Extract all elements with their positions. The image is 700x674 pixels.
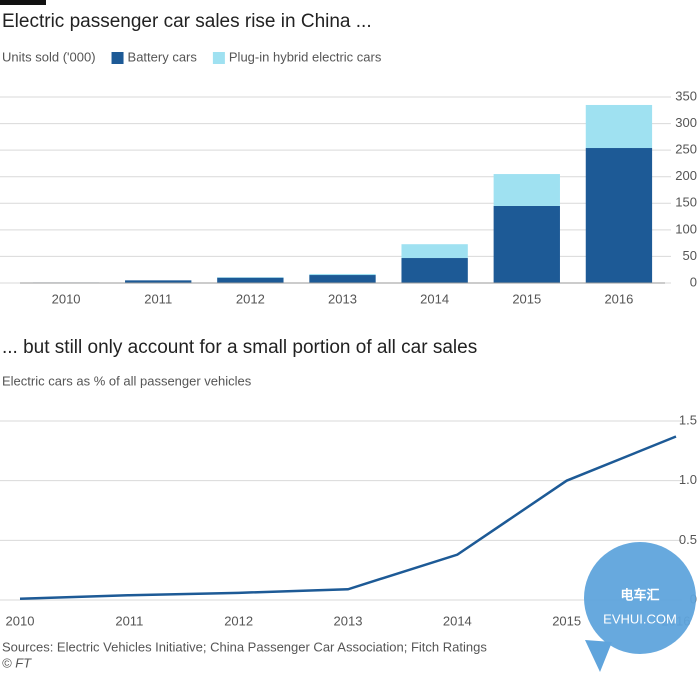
legend-swatch	[111, 52, 124, 64]
bar-segment	[217, 277, 284, 283]
x-tick-label: 2012	[224, 613, 253, 628]
axis-unit: Electric cars as % of all passenger vehi…	[2, 373, 252, 388]
y-tick-label: 250	[675, 142, 697, 157]
x-tick-label: 2011	[115, 613, 143, 628]
x-tick-label: 2015	[512, 291, 541, 306]
bar-segment	[309, 275, 376, 283]
bar-segment	[217, 277, 284, 278]
x-tick-label: 2014	[420, 291, 449, 306]
legend-label: Plug-in hybrid electric cars	[229, 49, 382, 64]
bar-segment	[309, 273, 376, 276]
x-tick-label: 2011	[144, 291, 172, 306]
x-tick-label: 2013	[334, 613, 363, 628]
y-tick-label: 1.5	[679, 412, 697, 427]
watermark-name: 电车汇	[620, 587, 659, 602]
x-tick-label: 2010	[52, 291, 81, 306]
x-tick-label: 2010	[6, 613, 35, 628]
y-tick-label: 200	[675, 168, 697, 183]
x-tick-label: 2014	[443, 613, 472, 628]
bar-segment	[401, 244, 468, 259]
bar-segment	[401, 258, 468, 283]
credit: © FT	[2, 655, 32, 670]
y-tick-label: 100	[675, 221, 697, 236]
x-tick-label: 2013	[328, 291, 357, 306]
x-tick-label: 2016	[604, 291, 633, 306]
x-tick-label: 2012	[236, 291, 265, 306]
x-tick-label: 2015	[552, 613, 581, 628]
watermark-tail	[585, 640, 612, 672]
bar-segment	[493, 174, 560, 206]
y-tick-label: 0.5	[679, 532, 697, 547]
chart-title: Electric passenger car sales rise in Chi…	[2, 11, 372, 32]
y-tick-label: 1.0	[679, 472, 697, 487]
legend-swatch	[212, 52, 225, 64]
axis-unit: Units sold ('000)	[2, 49, 96, 64]
watermark-site: EVHUI.COM	[603, 611, 677, 626]
line	[19, 435, 677, 601]
bar-segment	[585, 104, 653, 149]
brand-bar	[0, 0, 46, 5]
watermark-badge	[584, 542, 696, 654]
y-tick-label: 300	[675, 115, 697, 130]
bar-segment	[125, 280, 192, 283]
source: Sources: Electric Vehicles Initiative; C…	[2, 639, 487, 654]
bar-segment	[493, 205, 560, 283]
y-tick-label: 0	[690, 274, 697, 289]
legend-label: Battery cars	[128, 49, 198, 64]
bar-segment	[585, 148, 653, 283]
y-tick-label: 150	[675, 195, 697, 210]
y-tick-label: 350	[675, 88, 697, 103]
y-tick-label: 50	[683, 248, 697, 263]
watermark: 电车汇 EVHUI.COM	[584, 542, 696, 672]
chart-title: ... but still only account for a small p…	[2, 337, 477, 358]
